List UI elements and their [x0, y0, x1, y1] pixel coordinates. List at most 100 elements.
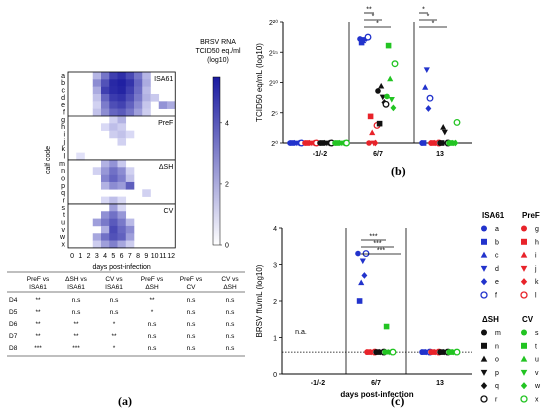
heatmap-cell [101, 196, 110, 205]
legend-marker [520, 369, 528, 376]
legend-marker [480, 251, 488, 258]
heatmap-cell [109, 123, 118, 131]
panel-label-a: (a) [118, 394, 132, 408]
chart-c-x-tick-label: -1/-2 [311, 380, 326, 387]
table-header-cell: ΔSH [223, 284, 237, 291]
calf-code-label: f [63, 110, 65, 117]
table-header-cell: ISA61 [29, 284, 47, 291]
colorbar-title: TCID50 eq./ml [195, 48, 241, 55]
table-header-cell: CV vs [105, 276, 123, 283]
chart-b-point [438, 140, 445, 146]
heatmap-cell [125, 225, 135, 234]
legend-code: u [535, 357, 539, 364]
heatmap-cell [101, 233, 110, 241]
chart-b-point [376, 120, 383, 127]
legend-marker [481, 342, 487, 349]
chart-c-point [359, 258, 366, 265]
heatmap-group-label: ΔSH [159, 164, 173, 171]
chart-b-y-tick-label: 2¹⁵ [269, 50, 278, 57]
heatmap-cell [92, 101, 102, 109]
heatmap-x-tick-label: 9 [144, 253, 148, 260]
table-cell: n.s [110, 297, 119, 304]
heatmap-cell [117, 93, 127, 102]
table-cell: n.s [187, 345, 196, 352]
chart-b-sig-mark: ** [366, 7, 372, 14]
heatmap-cell [109, 86, 118, 95]
chart-c-point [361, 272, 368, 279]
chart-b-point [364, 33, 372, 41]
heatmap-cell [101, 93, 110, 102]
heatmap-cell [117, 196, 127, 205]
legend-code: c [495, 253, 499, 260]
table-cell: n.s [72, 297, 81, 304]
chart-b-sig-mark: * [427, 14, 430, 21]
chart-b-point [367, 113, 374, 120]
legend-code: m [495, 330, 501, 337]
colorbar-tick-label: 0 [225, 243, 229, 250]
table-cell: n.s [148, 333, 157, 340]
calf-code-label: h [61, 124, 65, 131]
table-cell: n.s [226, 333, 235, 340]
chart-b-point [387, 75, 394, 82]
legend-code: g [535, 226, 539, 233]
calf-code-label: v [62, 227, 66, 234]
legend-marker [480, 265, 488, 272]
legend-marker [480, 382, 488, 390]
heatmap-cell [134, 86, 143, 95]
heatmap-cell [92, 79, 102, 87]
legend-marker [520, 278, 528, 286]
legend-code: l [535, 293, 537, 300]
heatmap-cell [125, 72, 135, 80]
heatmap-cell [101, 101, 110, 109]
legend-group-title: PreF [522, 211, 540, 220]
legend-marker [480, 369, 488, 376]
chart-b-sig-mark: * [372, 14, 375, 21]
chart-b-x-tick-label: 13 [436, 151, 444, 158]
heatmap-cell [92, 240, 102, 249]
table-cell: ** [35, 321, 41, 328]
heatmap-x-tick-label: 3 [95, 253, 99, 260]
heatmap-cell [101, 159, 110, 168]
table-header-cell: CV [186, 284, 196, 291]
legend-code: o [495, 357, 499, 364]
heatmap-x-axis-label: days post-infection [92, 264, 150, 271]
heatmap-cell [101, 240, 110, 249]
calf-code-label: l [63, 153, 65, 160]
chart-b-point [391, 60, 399, 68]
panel-label-b: (b) [391, 164, 406, 178]
legend-marker [481, 238, 487, 245]
heatmap-cell [101, 72, 110, 80]
heatmap-cell [142, 101, 151, 109]
table-row-label: D7 [9, 333, 18, 340]
heatmap-cell [117, 233, 127, 241]
table-header-cell: ISA61 [105, 284, 123, 291]
heatmap-cell [134, 108, 143, 117]
table-cell: n.s [72, 309, 81, 316]
legend-code: q [495, 383, 499, 390]
legend-marker [480, 278, 488, 286]
heatmap-cell [117, 159, 127, 168]
heatmap-x-tick-label: 1 [78, 253, 82, 260]
table-cell: ** [73, 321, 79, 328]
heatmap-cell [109, 115, 118, 124]
legend-marker [520, 382, 528, 390]
legend-code: j [534, 266, 537, 273]
heatmap-x-tick-label: 5 [111, 253, 115, 260]
heatmap-cell [142, 93, 151, 102]
heatmap-cell [142, 79, 151, 87]
chart-c-y-tick-label: 4 [273, 226, 277, 233]
heatmap-x-tick-label: 0 [70, 253, 74, 260]
table-header-cell: ISA61 [67, 284, 85, 291]
heatmap-cell [150, 93, 160, 102]
calf-code-label: n [61, 168, 65, 175]
heatmap-group-label: ISA61 [154, 76, 173, 83]
heatmap-cell [101, 123, 110, 131]
panel-label-c: (c) [391, 394, 405, 408]
legend-group-title: CV [522, 315, 534, 324]
chart-b-point [440, 124, 447, 130]
chart-b-y-tick-label: 2²⁰ [269, 19, 278, 27]
heatmap-cell [109, 159, 118, 168]
heatmap-cell [92, 86, 102, 95]
heatmap-cell [117, 79, 127, 87]
chart-c-point [356, 298, 363, 304]
